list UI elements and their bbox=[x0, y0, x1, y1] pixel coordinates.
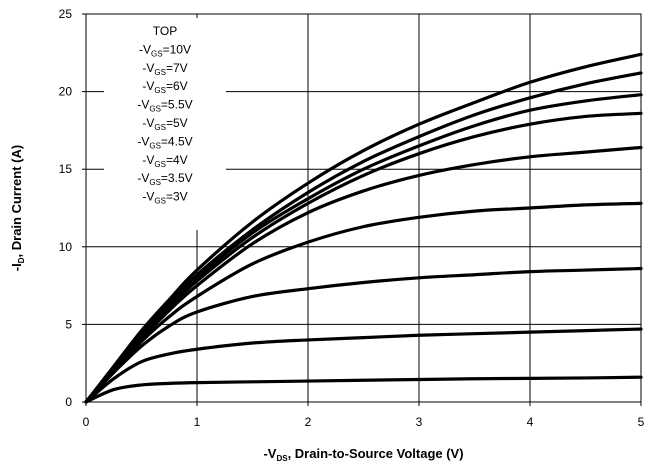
x-axis-ticks: 0 1 2 3 4 5 bbox=[83, 402, 645, 429]
x-tick-label: 5 bbox=[638, 415, 645, 429]
y-axis-ticks: 0 5 10 15 20 25 bbox=[59, 7, 86, 409]
legend-entry: -VGS=4.5V bbox=[137, 134, 192, 150]
legend-header: TOP bbox=[153, 24, 177, 38]
x-tick-label: 1 bbox=[194, 415, 201, 429]
series-line-5 bbox=[84, 145, 643, 404]
y-tick-label: 25 bbox=[59, 7, 73, 21]
legend-entry: -VGS=3V bbox=[142, 190, 187, 206]
series-line-6 bbox=[84, 201, 643, 404]
legend-entry: -VGS=5.5V bbox=[137, 98, 192, 114]
series-line-1 bbox=[84, 52, 643, 404]
y-tick-label: 20 bbox=[59, 85, 73, 99]
plot-frame bbox=[85, 13, 642, 403]
legend-entry: -VGS=6V bbox=[142, 79, 187, 95]
x-tick-label: 4 bbox=[527, 415, 534, 429]
series-line-7 bbox=[84, 266, 643, 404]
legend-entry: -VGS=7V bbox=[142, 61, 187, 77]
x-tick-label: 3 bbox=[416, 415, 423, 429]
x-tick-label: 2 bbox=[305, 415, 312, 429]
legend-entry: -VGS=4V bbox=[142, 153, 187, 169]
y-tick-label: 15 bbox=[59, 162, 73, 176]
x-tick-label: 0 bbox=[83, 415, 90, 429]
y-axis-title: -ID, Drain Current (A) bbox=[9, 145, 26, 271]
legend: TOP -VGS=10V -VGS=7V -VGS=6V -VGS=5.5V -VGS=… bbox=[104, 18, 226, 230]
legend-entry: -VGS=10V bbox=[139, 42, 191, 58]
series-group bbox=[84, 52, 643, 404]
legend-background bbox=[104, 18, 226, 230]
legend-entry: -VGS=5V bbox=[142, 116, 187, 132]
series-line-9 bbox=[84, 375, 643, 404]
y-tick-label: 5 bbox=[65, 317, 72, 331]
legend-entry: -VGS=3.5V bbox=[137, 171, 192, 187]
y-tick-label: 10 bbox=[59, 240, 73, 254]
y-tick-label: 0 bbox=[65, 395, 72, 409]
x-axis-title: -VDS, Drain-to-Source Voltage (V) bbox=[263, 446, 463, 463]
series-line-8 bbox=[84, 327, 643, 404]
